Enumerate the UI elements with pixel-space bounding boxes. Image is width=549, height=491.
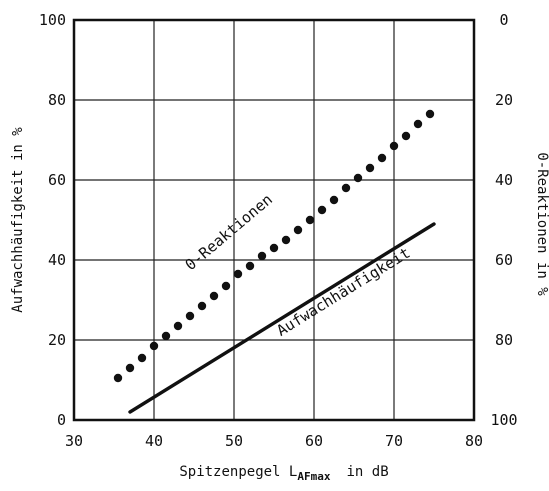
y-axis-right-label: 0-Reaktionen in %	[534, 152, 549, 296]
point-0-reaktionen	[317, 205, 327, 215]
x-tick-label: 60	[305, 432, 323, 450]
point-0-reaktionen	[113, 373, 123, 383]
point-0-reaktionen	[245, 261, 255, 271]
y-tick-label: 20	[48, 331, 66, 349]
point-0-reaktionen	[329, 195, 339, 205]
point-0-reaktionen	[377, 153, 387, 163]
y-tick-label: 100	[39, 11, 66, 29]
point-0-reaktionen	[185, 311, 195, 321]
x-tick-label: 50	[225, 432, 243, 450]
line-aufwachhaeufigkeit	[128, 222, 436, 414]
point-0-reaktionen	[197, 301, 207, 311]
grid	[74, 20, 474, 420]
x-tick-label: 70	[385, 432, 403, 450]
series-layer	[113, 109, 436, 414]
point-0-reaktionen	[425, 109, 435, 119]
point-0-reaktionen	[413, 119, 423, 129]
y-tick-label: 60	[48, 171, 66, 189]
y-right-tick-label: 40	[495, 171, 513, 189]
x-axis-label-main: Spitzenpegel L	[179, 464, 297, 480]
x-axis-label-subscript: AFmax	[297, 470, 330, 483]
y-axis-label: Aufwachhäufigkeit in %	[10, 127, 26, 313]
y-right-tick-label: 100	[490, 411, 517, 429]
y-tick-label: 40	[48, 251, 66, 269]
plot-frame	[72, 18, 476, 422]
x-tick-label: 40	[145, 432, 163, 450]
x-axis-label-unit: in dB	[346, 464, 388, 480]
point-0-reaktionen	[341, 183, 351, 193]
point-0-reaktionen	[389, 141, 399, 151]
point-0-reaktionen	[353, 173, 363, 183]
point-0-reaktionen	[209, 291, 219, 301]
point-0-reaktionen	[257, 251, 267, 261]
tick-labels: 30 40 50 60 70 80 0 20 40 60 80 100 100 80 60 40 20 0	[39, 11, 518, 450]
y-right-tick-label: 20	[495, 91, 513, 109]
point-0-reaktionen	[161, 331, 171, 341]
point-0-reaktionen	[305, 215, 315, 225]
y-tick-label: 0	[57, 411, 66, 429]
point-0-reaktionen	[401, 131, 411, 141]
x-tick-label: 30	[65, 432, 83, 450]
y-tick-label: 80	[48, 91, 66, 109]
x-tick-label: 80	[465, 432, 483, 450]
point-0-reaktionen	[233, 269, 243, 279]
point-0-reaktionen	[125, 363, 135, 373]
point-0-reaktionen	[173, 321, 183, 331]
series-label-0-reaktionen: 0-Reaktionen	[182, 190, 276, 274]
series-label-aufwachhaeufigkeit: Aufwachhäufigkeit	[273, 244, 413, 340]
point-0-reaktionen	[149, 341, 159, 351]
y-right-tick-label: 80	[495, 331, 513, 349]
point-0-reaktionen	[281, 235, 291, 245]
x-axis-label: Spitzenpegel LAFmax in dB	[179, 464, 388, 483]
point-0-reaktionen	[137, 353, 147, 363]
point-0-reaktionen	[269, 243, 279, 253]
point-0-reaktionen	[293, 225, 303, 235]
point-0-reaktionen	[365, 163, 375, 173]
y-right-tick-label: 60	[495, 251, 513, 269]
point-0-reaktionen	[221, 281, 231, 291]
y-right-tick-label: 0	[499, 11, 508, 29]
